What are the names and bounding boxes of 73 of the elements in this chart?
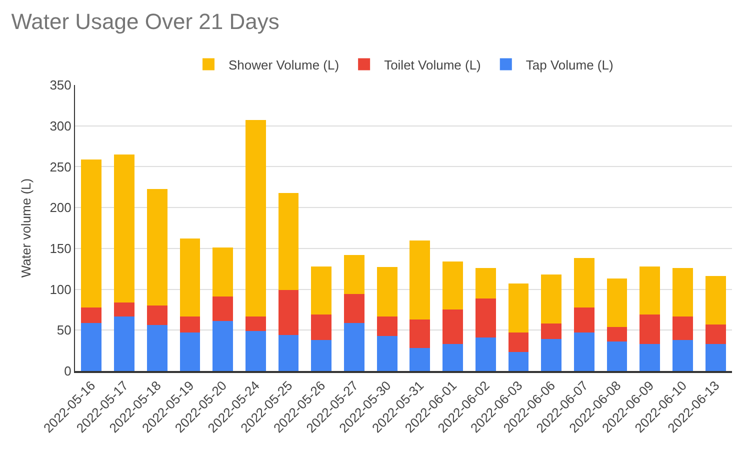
bar (81, 159, 102, 308)
bar (376, 336, 398, 371)
bar (541, 339, 562, 371)
bar (376, 267, 398, 316)
y-axis-title: Water volume (L) (18, 178, 34, 278)
bar (475, 338, 496, 371)
bar (410, 240, 430, 320)
bar (146, 188, 168, 306)
bar (705, 276, 726, 324)
legend-label: Shower Volume (L) (228, 57, 340, 72)
bar (442, 262, 463, 310)
bar (410, 320, 430, 348)
bar (376, 316, 398, 336)
bar (311, 266, 332, 315)
bar (146, 325, 168, 371)
bar (574, 307, 594, 333)
bar (344, 254, 364, 294)
bar (212, 296, 234, 322)
bar (508, 284, 529, 333)
bar (640, 266, 660, 315)
bar (705, 344, 726, 371)
bar (508, 332, 529, 352)
bar (442, 344, 463, 371)
bar (508, 352, 529, 371)
bar (81, 307, 102, 323)
y-tick-label: 200 (50, 200, 72, 216)
bar (245, 330, 266, 371)
bar (344, 322, 364, 371)
bar (114, 302, 134, 316)
bar (344, 294, 364, 323)
y-tick-label: 300 (50, 118, 72, 134)
bar (245, 120, 266, 316)
bar (410, 348, 430, 371)
y-tick-label: 100 (50, 282, 72, 297)
bar (541, 324, 562, 340)
legend-label: Toilet Volume (L) (384, 57, 481, 72)
y-tick-label: 350 (50, 78, 72, 93)
bar (146, 306, 168, 326)
legend-label: Tap Volume (L) (526, 57, 614, 72)
bar (311, 314, 332, 340)
y-tick-label: 0 (64, 364, 72, 379)
bar (475, 298, 496, 338)
bar (475, 268, 496, 298)
bar (278, 290, 299, 336)
bar (180, 332, 200, 371)
bar (311, 340, 332, 371)
y-tick-label: 50 (56, 322, 72, 338)
bar (212, 248, 234, 297)
bar (705, 324, 726, 344)
bar (212, 321, 234, 371)
bar (114, 154, 134, 302)
bar (606, 326, 628, 342)
bar (672, 268, 693, 316)
bar (606, 278, 628, 327)
y-tick-label: 250 (50, 159, 72, 174)
chart-title: Water Usage Over 21 Days (11, 9, 280, 34)
bar (574, 332, 594, 371)
bar (180, 238, 200, 316)
y-tick-label: 150 (50, 240, 72, 256)
bar (245, 316, 266, 331)
bar (640, 344, 660, 371)
bar (114, 316, 134, 371)
bar (606, 342, 628, 371)
bar (672, 316, 693, 340)
bar (81, 322, 102, 371)
bar (574, 258, 594, 308)
bar (672, 340, 693, 371)
bar (180, 316, 200, 333)
bar (442, 310, 463, 344)
bar (541, 274, 562, 324)
bar (640, 314, 660, 344)
bar (278, 335, 299, 371)
bar (278, 192, 299, 290)
